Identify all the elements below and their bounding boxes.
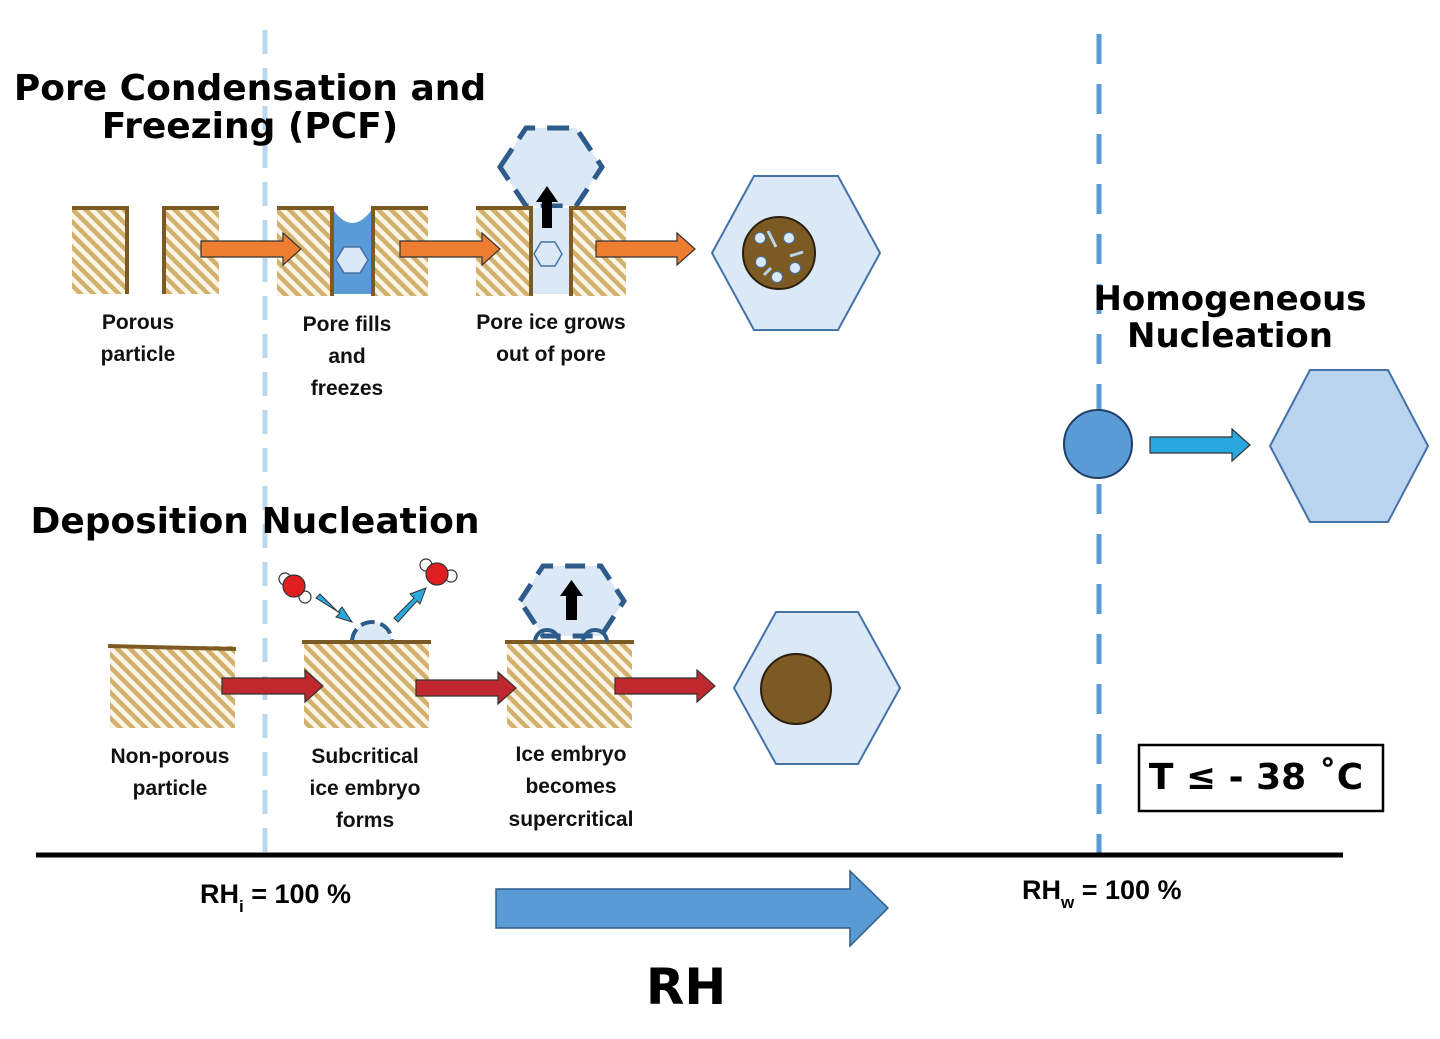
pcf-arrow-2 xyxy=(399,231,501,267)
rh-axis-label: RH xyxy=(646,958,726,1016)
rhw-label: RHw = 100 % xyxy=(1022,875,1182,912)
porous-particle xyxy=(72,206,219,294)
rh-increase-arrow xyxy=(495,869,890,948)
temperature-box xyxy=(1137,743,1385,813)
deposition-arrow-1 xyxy=(221,668,324,704)
homogeneous-title: Homogeneous xyxy=(1093,279,1366,319)
pcf-title: Pore Condensation and xyxy=(14,68,486,109)
dep-step2-line1: Subcritical xyxy=(311,745,418,768)
pcf-title-line2: Freezing (PCF) xyxy=(102,106,398,147)
pcf-step3-line1: Pore ice grows xyxy=(476,311,625,334)
pcf-step3-line2: out of pore xyxy=(496,343,606,366)
pcf-ice-crystal xyxy=(710,175,882,331)
pcf-arrow-1 xyxy=(200,231,302,267)
temperature-label: T ≤ - 38 ˚C xyxy=(1149,757,1363,798)
dep-step1-line2: particle xyxy=(133,777,208,800)
pcf-step1-line2: particle xyxy=(101,343,176,366)
dep-step2-line3: forms xyxy=(336,809,394,832)
incoming-arrow xyxy=(315,593,354,623)
pore-ice-growing xyxy=(476,125,626,296)
dep-step3-line2: becomes xyxy=(525,775,616,798)
pcf-step1-line1: Porous xyxy=(102,311,174,334)
pcf-step2-line3: freezes xyxy=(311,377,383,400)
deposition-ice-crystal xyxy=(732,611,902,765)
supercritical-embryo-particle xyxy=(505,563,634,728)
rhi-label: RHi = 100 % xyxy=(200,879,351,916)
dep-step2-line2: ice embryo xyxy=(310,777,421,800)
homogeneous-ice-crystal xyxy=(1268,369,1430,523)
liquid-droplet xyxy=(1063,409,1133,479)
water-molecule-incoming xyxy=(278,572,312,604)
non-porous-particle xyxy=(107,644,237,728)
dep-step3-line3: supercritical xyxy=(509,808,634,831)
pcf-arrow-3 xyxy=(595,231,696,267)
deposition-title: Deposition Nucleation xyxy=(30,501,479,542)
deposition-arrow-2 xyxy=(415,670,517,706)
water-molecule-outgoing xyxy=(419,558,458,586)
homogeneous-arrow xyxy=(1149,427,1251,463)
pcf-step2-line2: and xyxy=(328,345,365,368)
pcf-step2-line1: Pore fills xyxy=(303,313,392,336)
homogeneous-title-line2: Nucleation xyxy=(1127,316,1333,356)
dep-step3-line1: Ice embryo xyxy=(516,743,627,766)
dep-step1-line1: Non-porous xyxy=(111,745,230,768)
outgoing-arrow xyxy=(393,587,427,623)
deposition-arrow-3 xyxy=(614,668,716,704)
subcritical-embryo-particle xyxy=(302,620,431,728)
